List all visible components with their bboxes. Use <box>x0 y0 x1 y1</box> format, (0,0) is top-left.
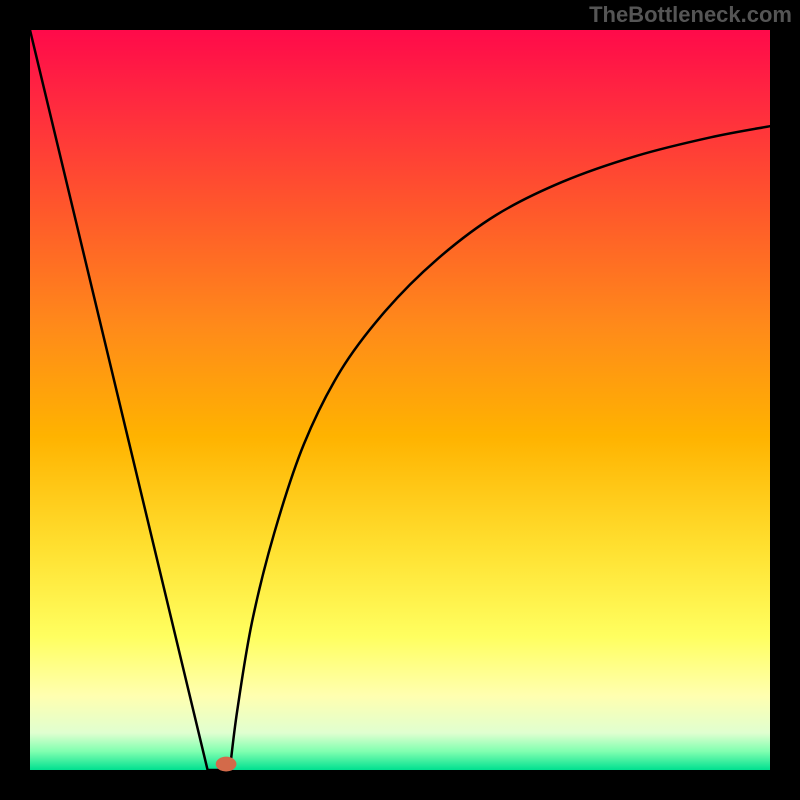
trough-marker <box>216 757 237 772</box>
bottleneck-chart <box>0 0 800 800</box>
plot-background <box>30 30 770 770</box>
watermark-text: TheBottleneck.com <box>589 2 792 28</box>
chart-container: TheBottleneck.com <box>0 0 800 800</box>
